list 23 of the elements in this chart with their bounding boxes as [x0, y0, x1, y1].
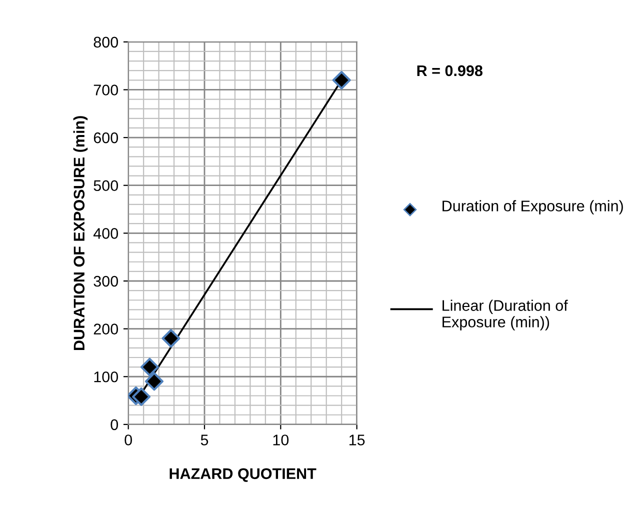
- legend-label: Duration of Exposure (min): [442, 200, 623, 214]
- y-tick-label: 300: [94, 276, 118, 287]
- y-tick-label: 100: [94, 371, 118, 382]
- y-tick-label: 0: [110, 419, 118, 430]
- y-tick-label: 800: [94, 36, 118, 48]
- x-tick-label: 0: [124, 434, 132, 446]
- point: [144, 372, 164, 391]
- x-tick-label: 15: [349, 434, 365, 446]
- y-tick-label: 700: [94, 84, 118, 96]
- y-tick-label: 400: [93, 228, 118, 239]
- y-axis-title: DURATION OF EXPOSURE (min): [73, 116, 88, 350]
- point: [332, 70, 351, 90]
- x-tick-label: 10: [273, 434, 289, 446]
- point: [162, 329, 180, 348]
- y-tick-label: 600: [94, 132, 118, 144]
- y-tick-label: 500: [94, 180, 118, 192]
- point: [140, 358, 159, 376]
- y-tick-label: 200: [94, 324, 118, 334]
- text: R = 0.998: [417, 65, 482, 76]
- x-axis-title: HAZARD QUOTIENT: [170, 468, 316, 482]
- legend-label: Linear (Duration of Exposure (min)): [442, 300, 568, 330]
- point: [132, 387, 151, 406]
- x-tick-label: 5: [200, 434, 208, 446]
